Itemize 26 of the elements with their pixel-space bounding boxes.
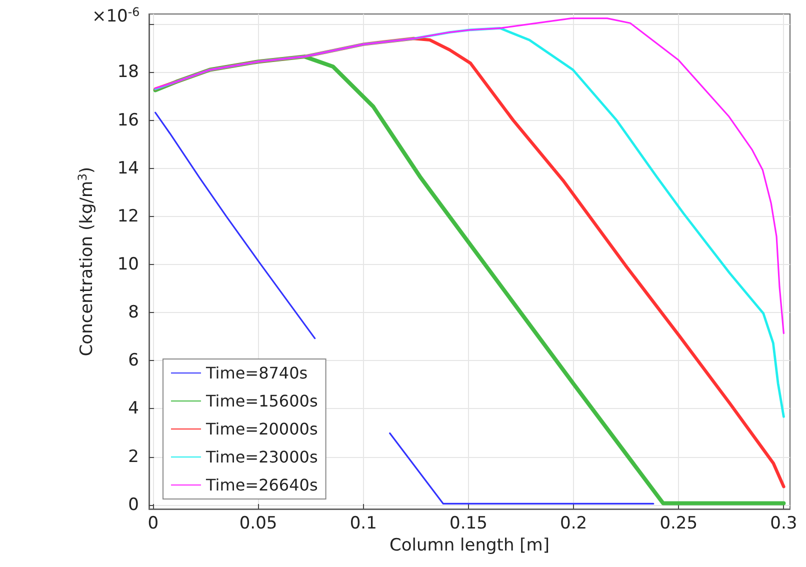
y-tick-label: 14 <box>117 158 139 178</box>
x-tick-label: 0.2 <box>560 514 588 534</box>
line-series <box>154 18 784 334</box>
y-tick-label: 0 <box>128 494 139 515</box>
line-series <box>154 26 785 418</box>
y-tick-label: 12 <box>117 206 139 226</box>
y-tick-label: 6 <box>128 350 139 371</box>
y-tick-label: 4 <box>128 398 139 419</box>
legend-label: Time=15600s <box>205 392 318 410</box>
legend-label: Time=20000s <box>205 420 318 438</box>
y-tick-label: 10 <box>117 254 139 275</box>
x-axis-title: Column length [m] <box>390 535 550 556</box>
x-tick-label: 0.25 <box>660 514 698 534</box>
y-axis-title: Concentration (kg/m3) <box>76 166 97 356</box>
y-tick-label: 8 <box>128 302 139 323</box>
x-tick-label: 0 <box>148 514 159 534</box>
x-tick-label: 0.15 <box>450 514 488 534</box>
y-tick-label: 16 <box>117 110 139 130</box>
y-tick-label: 18 <box>117 62 139 82</box>
legend-label: Time=23000s <box>205 448 318 466</box>
y-tick-label: 2 <box>128 446 139 467</box>
x-tick-label: 0.3 <box>770 514 798 534</box>
x-tick-label: 0.1 <box>350 514 377 534</box>
legend-label: Time=8740s <box>205 364 308 382</box>
legend-label: Time=26640s <box>205 476 318 494</box>
x-tick-label: 0.05 <box>239 514 278 534</box>
